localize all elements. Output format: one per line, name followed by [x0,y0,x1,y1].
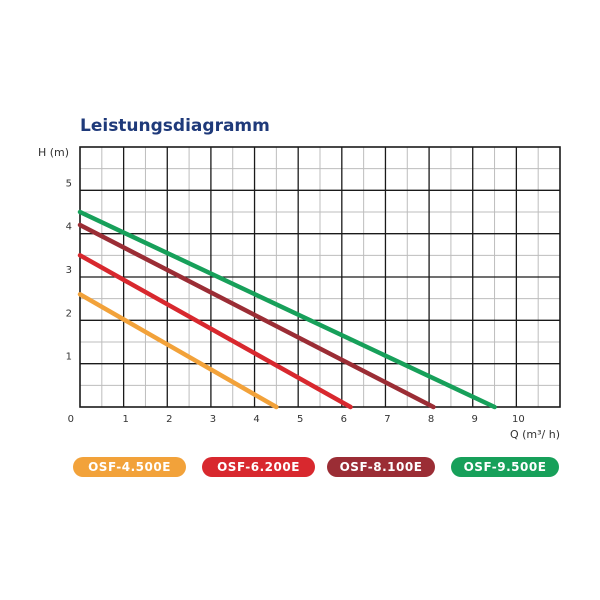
x-tick-label: 10 [512,414,525,425]
legend-item-osf-8-100e: OSF-8.100E [327,457,435,477]
y-tick-label: 1 [66,352,72,363]
y-tick-label: 2 [66,308,72,319]
x-tick-label: 6 [341,414,347,425]
x-axis-label: Q (m³/ h) [510,428,560,441]
x-tick-label: 4 [253,414,259,425]
y-tick-label: 5 [66,178,72,189]
legend-item-osf-6-200e: OSF-6.200E [202,457,315,477]
x-tick-label: 7 [384,414,390,425]
chart-title: Leistungsdiagramm [80,116,270,136]
chart-legend: OSF-4.500E OSF-6.200E OSF-8.100E OSF-9.500E [0,457,600,481]
x-tick-label: 1 [122,414,128,425]
y-axis-label: H (m) [38,146,69,159]
x-tick-label: 9 [472,414,478,425]
series-line-osf-8-100e [77,222,436,410]
x-tick-label: 0 [68,414,74,425]
series-line-osf-6-200e [77,253,353,410]
x-tick-label: 3 [210,414,216,425]
legend-item-osf-9-500e: OSF-9.500E [451,457,559,477]
plot-frame [79,146,561,408]
legend-item-osf-4-500e: OSF-4.500E [73,457,186,477]
series-line-osf-4-500e [77,292,279,410]
x-tick-label: 8 [428,414,434,425]
y-tick-label: 4 [66,222,72,233]
x-tick-label: 2 [166,414,172,425]
y-tick-label: 3 [66,265,72,276]
series-line-osf-9-500e [77,209,497,410]
x-tick-label: 5 [297,414,303,425]
